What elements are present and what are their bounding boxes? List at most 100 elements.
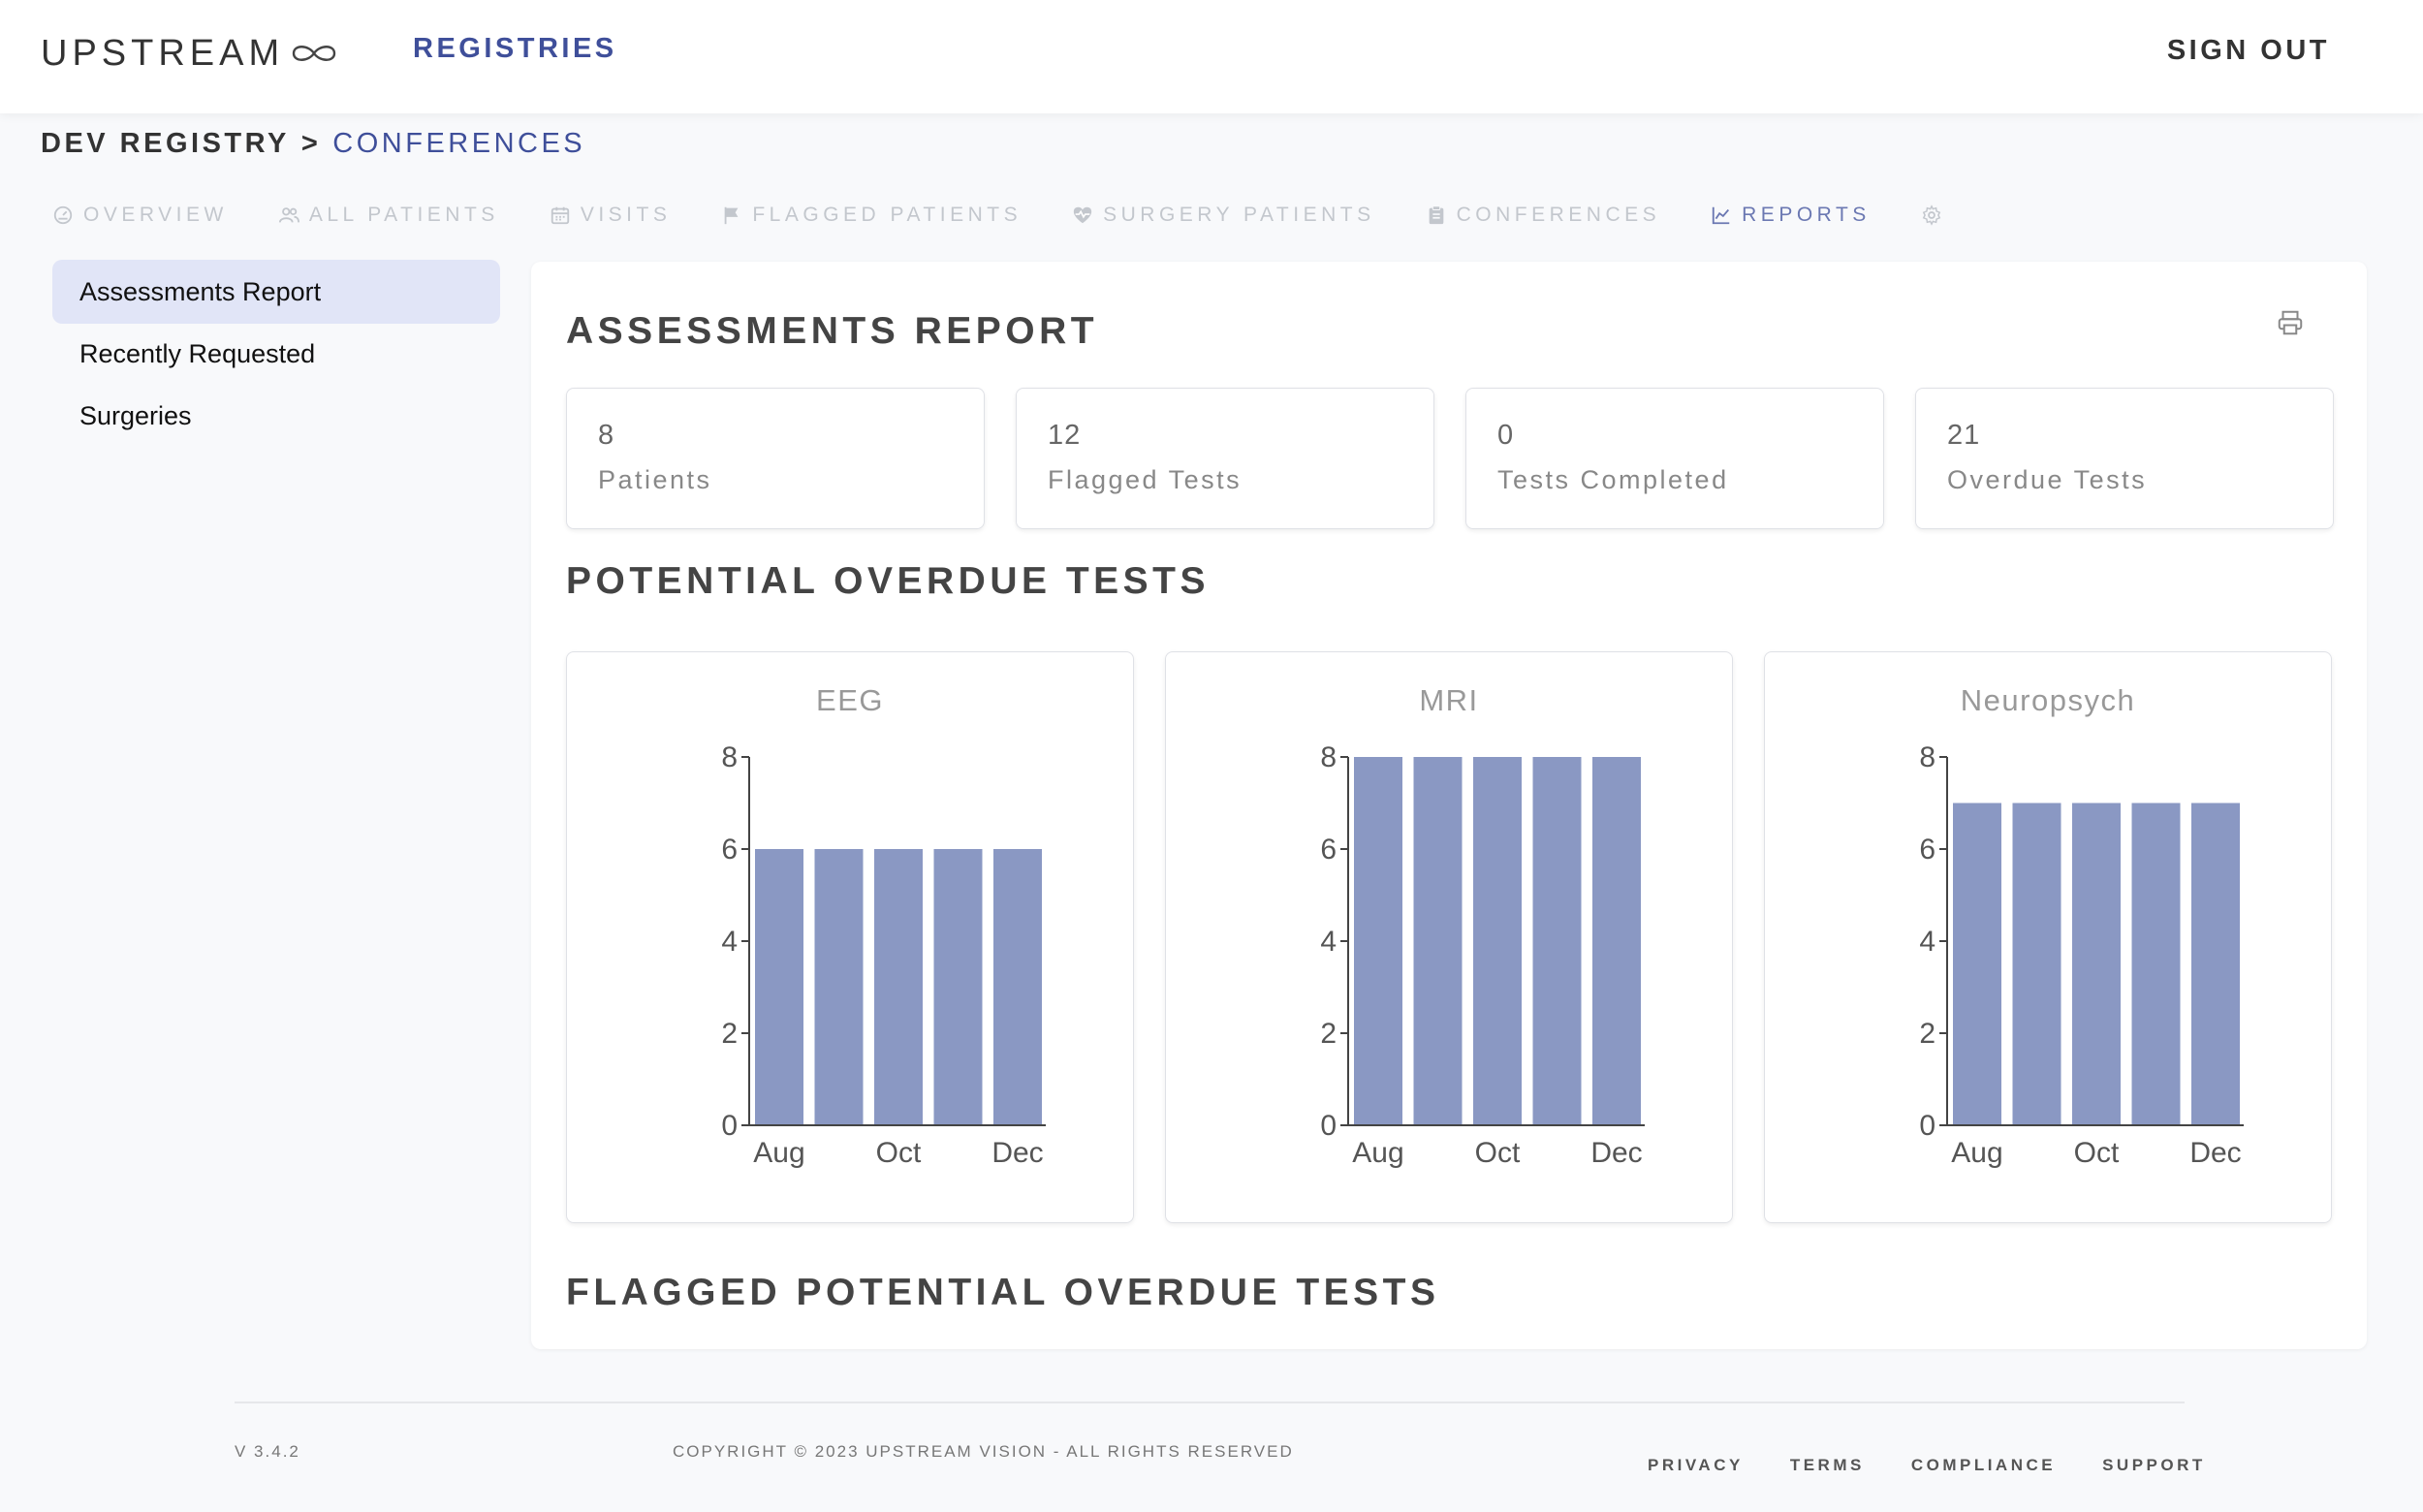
copyright-text: COPYRIGHT © 2023 UPSTREAM VISION - ALL R… bbox=[673, 1442, 1294, 1461]
y-tick-label: 8 bbox=[1919, 741, 1935, 773]
tab-all-patients[interactable]: ALL PATIENTS bbox=[278, 204, 499, 227]
stat-card-flagged-tests: 12 Flagged Tests bbox=[1016, 388, 1434, 529]
y-tick-label: 6 bbox=[721, 834, 738, 866]
chart-title: MRI bbox=[1419, 683, 1479, 717]
chart-bar bbox=[1413, 757, 1463, 1125]
y-tick-label: 0 bbox=[721, 1110, 738, 1142]
chart-card-mri: MRI 0 2 4 6 8 Aug Oct Dec bbox=[1165, 651, 1733, 1223]
chart-bar bbox=[2191, 803, 2240, 1125]
upstream-logo[interactable]: UPSTREAM bbox=[41, 29, 340, 78]
y-tick-label: 2 bbox=[1320, 1018, 1337, 1050]
tab-overview[interactable]: OVERVIEW bbox=[52, 204, 228, 227]
footer-link-privacy[interactable]: PRIVACY bbox=[1648, 1456, 1744, 1474]
registry-tabs: OVERVIEW ALL PATIENTS VISITS FLAGGED PAT… bbox=[52, 201, 2002, 230]
printer-icon[interactable] bbox=[2276, 308, 2305, 337]
page-title: ASSESSMENTS REPORT bbox=[566, 310, 1099, 352]
chart-bar bbox=[2072, 803, 2121, 1125]
stat-label: Overdue Tests bbox=[1947, 465, 2148, 494]
flag-icon bbox=[721, 205, 742, 226]
sidebar-item-recently-requested[interactable]: Recently Requested bbox=[79, 339, 316, 368]
x-tick-label: Aug bbox=[1352, 1137, 1403, 1169]
infinity-icon bbox=[292, 46, 336, 61]
stats-row: 8 Patients 12 Flagged Tests 0 Tests Comp… bbox=[566, 388, 2334, 529]
breadcrumb-current: CONFERENCES bbox=[332, 128, 586, 159]
chart-bar bbox=[2131, 803, 2181, 1125]
stat-label: Patients bbox=[598, 465, 712, 494]
x-tick-label: Dec bbox=[1590, 1137, 1642, 1169]
tab-reports[interactable]: REPORTS bbox=[1711, 204, 1871, 227]
x-tick-label: Dec bbox=[991, 1137, 1043, 1169]
stat-card-overdue-tests: 21 Overdue Tests bbox=[1915, 388, 2334, 529]
top-header: UPSTREAM REGISTRIES SIGN OUT bbox=[0, 0, 2423, 113]
version-label: V 3.4.2 bbox=[235, 1442, 300, 1461]
tab-label: FLAGGED PATIENTS bbox=[752, 204, 1023, 226]
breadcrumb-root[interactable]: DEV REGISTRY bbox=[41, 128, 290, 159]
x-tick-label: Aug bbox=[1951, 1137, 2002, 1169]
footer-divider bbox=[235, 1402, 2185, 1403]
users-icon bbox=[278, 205, 299, 226]
x-tick-label: Oct bbox=[1475, 1137, 1521, 1169]
tab-label: SURGERY PATIENTS bbox=[1103, 204, 1375, 226]
stat-value: 12 bbox=[1048, 420, 1082, 451]
gauge-icon bbox=[52, 205, 74, 226]
y-tick-label: 6 bbox=[1320, 834, 1337, 866]
section-title-overdue: POTENTIAL OVERDUE TESTS bbox=[566, 560, 1211, 602]
y-tick-label: 4 bbox=[721, 926, 738, 958]
stat-value: 8 bbox=[598, 420, 615, 451]
tab-label: ALL PATIENTS bbox=[308, 204, 499, 226]
tab-label: OVERVIEW bbox=[83, 204, 228, 226]
reports-sidebar: Assessments Report Recently Requested Su… bbox=[52, 260, 500, 446]
gear-icon bbox=[1921, 205, 1942, 226]
chart-title: Neuropsych bbox=[1960, 683, 2136, 717]
stat-card-patients: 8 Patients bbox=[566, 388, 985, 529]
nav-registries-link[interactable]: REGISTRIES bbox=[413, 33, 617, 64]
stat-value: 0 bbox=[1497, 420, 1515, 451]
y-tick-label: 4 bbox=[1320, 926, 1337, 958]
sidebar-item-assessments-report[interactable]: Assessments Report bbox=[52, 260, 500, 324]
chart-card-eeg: EEG 0 2 4 6 8 Aug Oct Dec bbox=[566, 651, 1134, 1223]
heart-pulse-icon bbox=[1072, 205, 1093, 226]
y-tick-label: 2 bbox=[1919, 1018, 1935, 1050]
stat-label: Tests Completed bbox=[1497, 465, 1729, 494]
chart-bar bbox=[1592, 757, 1641, 1125]
footer-link-terms[interactable]: TERMS bbox=[1789, 1456, 1865, 1474]
x-tick-label: Oct bbox=[876, 1137, 922, 1169]
y-tick-label: 0 bbox=[1919, 1110, 1935, 1142]
bar-chart-mri: 0 2 4 6 8 Aug Oct Dec bbox=[1320, 741, 1645, 1169]
chart-bar bbox=[755, 849, 803, 1125]
line-chart-icon bbox=[1711, 205, 1732, 226]
y-tick-label: 4 bbox=[1919, 926, 1935, 958]
report-panel: ASSESSMENTS REPORT 8 Patients 12 Flagged… bbox=[531, 262, 2367, 1349]
chart-bar bbox=[1532, 757, 1582, 1125]
calendar-icon bbox=[550, 205, 571, 226]
chart-bar bbox=[1473, 757, 1522, 1125]
tab-conferences[interactable]: CONFERENCES bbox=[1426, 204, 1661, 227]
chart-bar bbox=[874, 849, 923, 1125]
tab-flagged-patients[interactable]: FLAGGED PATIENTS bbox=[721, 204, 1022, 227]
bar-chart-eeg: 0 2 4 6 8 Aug Oct Dec bbox=[721, 741, 1046, 1169]
tab-label: REPORTS bbox=[1742, 204, 1871, 226]
x-tick-label: Dec bbox=[2189, 1137, 2241, 1169]
y-tick-label: 6 bbox=[1919, 834, 1935, 866]
sidebar-item-surgeries[interactable]: Surgeries bbox=[79, 401, 192, 430]
footer-link-compliance[interactable]: COMPLIANCE bbox=[1910, 1456, 2057, 1474]
chart-bar bbox=[933, 849, 983, 1125]
x-tick-label: Oct bbox=[2074, 1137, 2120, 1169]
tab-visits[interactable]: VISITS bbox=[550, 204, 672, 227]
stat-card-tests-completed: 0 Tests Completed bbox=[1465, 388, 1884, 529]
footer-link-support[interactable]: SUPPORT bbox=[2102, 1456, 2206, 1474]
breadcrumb: DEV REGISTRY > CONFERENCES bbox=[41, 128, 585, 160]
y-tick-label: 8 bbox=[721, 741, 738, 773]
chart-bar bbox=[993, 849, 1042, 1125]
tab-surgery-patients[interactable]: SURGERY PATIENTS bbox=[1072, 204, 1375, 227]
clipboard-icon bbox=[1426, 205, 1447, 226]
charts-row: EEG 0 2 4 6 8 Aug Oct Dec MRI 0 2 4 6 8 Aug Oct Dec Ne… bbox=[566, 651, 2332, 1223]
sign-out-button[interactable]: SIGN OUT bbox=[2166, 35, 2330, 66]
stat-label: Flagged Tests bbox=[1048, 465, 1243, 494]
chart-title: EEG bbox=[816, 683, 884, 717]
y-tick-label: 2 bbox=[721, 1018, 738, 1050]
tab-settings[interactable] bbox=[1921, 205, 1952, 226]
y-tick-label: 0 bbox=[1320, 1110, 1337, 1142]
chart-card-neuropsych: Neuropsych 0 2 4 6 8 Aug Oct Dec bbox=[1764, 651, 2332, 1223]
tab-label: CONFERENCES bbox=[1456, 204, 1661, 226]
